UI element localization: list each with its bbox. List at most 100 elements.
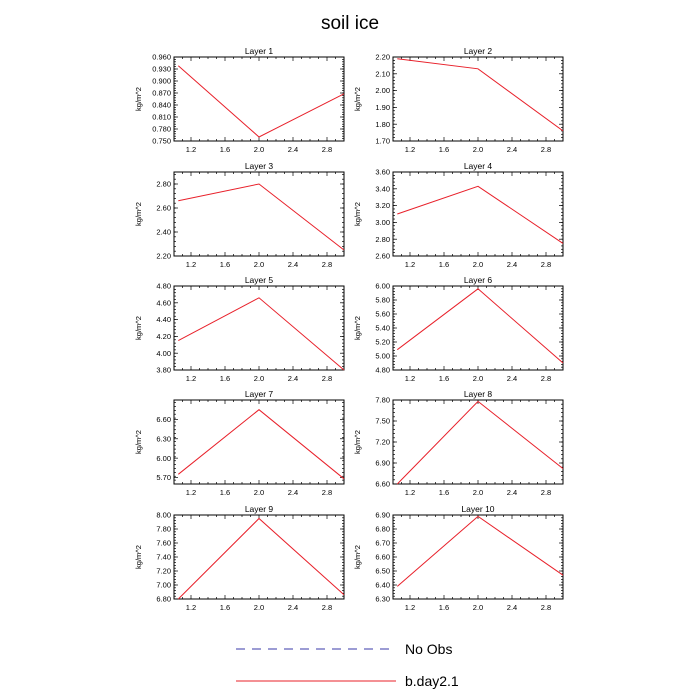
y-tick-label: 1.90 [375,103,390,112]
y-tick-label: 2.60 [375,252,390,261]
series-line-b-day2-1 [177,517,345,600]
y-tick-label: 2.80 [156,180,171,189]
x-tick-label: 1.2 [405,603,415,612]
y-tick-label: 0.930 [152,65,171,74]
y-tick-label: 7.40 [156,553,171,562]
y-tick-label: 7.20 [156,567,171,576]
x-tick-label: 2.8 [541,145,551,154]
y-tick-label: 6.90 [375,511,390,520]
y-tick-label: 5.00 [375,352,390,361]
panel-title: Layer 1 [245,46,274,56]
y-tick-label: 2.20 [375,53,390,62]
x-tick-label: 1.6 [439,488,449,497]
y-tick-label: 7.80 [375,396,390,405]
panel-frame [173,399,345,485]
y-tick-label: 6.40 [375,581,390,590]
series-line-b-day2-1 [178,297,345,371]
panel-title: Layer 9 [245,504,274,514]
y-tick-label: 7.00 [156,581,171,590]
legend-label-b-day2-1: b.day2.1 [405,673,459,689]
y-tick-label: 5.60 [375,310,390,319]
x-tick-label: 2.8 [322,145,332,154]
y-tick-label: 4.80 [156,282,171,291]
y-tick-label: 5.20 [375,338,390,347]
y-tick-label: 5.80 [375,296,390,305]
x-tick-label: 2.8 [541,374,551,383]
x-tick-label: 1.6 [220,374,230,383]
y-axis-label: kg/m^2 [134,87,143,111]
x-tick-label: 1.2 [405,488,415,497]
y-axis-label: kg/m^2 [353,430,362,454]
x-tick-label: 2.0 [473,603,483,612]
x-tick-label: 1.6 [439,260,449,269]
x-tick-label: 2.8 [541,260,551,269]
x-tick-label: 2.4 [288,603,298,612]
series-line-b-day2-1 [396,400,564,485]
y-tick-label: 6.50 [375,567,390,576]
x-tick-label: 2.0 [473,488,483,497]
x-tick-label: 2.4 [507,260,517,269]
x-tick-label: 1.2 [186,488,196,497]
x-tick-label: 1.2 [186,603,196,612]
x-tick-label: 1.2 [405,260,415,269]
x-tick-label: 1.6 [220,488,230,497]
panel-layer-8: Layer 8 kg/m^2 1.2 1.6 2.0 2.4 2.8 6.60 6.90 7.20… [353,389,564,497]
x-tick-label: 2.0 [254,145,264,154]
series-line-b-day2-1 [177,409,345,480]
y-tick-label: 7.20 [375,438,390,447]
y-tick-label: 6.70 [375,539,390,548]
y-tick-label: 2.60 [156,204,171,213]
x-tick-label: 1.6 [220,260,230,269]
y-tick-label: 6.30 [156,434,171,443]
y-tick-label: 0.870 [152,89,171,98]
series-line-b-day2-1 [397,185,564,244]
x-tick-label: 2.0 [473,260,483,269]
panel-layer-7: Layer 7 kg/m^2 1.2 1.6 2.0 2.4 2.8 5.70 6.00 6.30… [134,389,345,497]
panel-frame [173,56,345,142]
x-tick-label: 1.6 [439,145,449,154]
panels-grid: Layer 1 kg/m^2 1.2 1.6 2.0 2.4 2.8 0.750 0.780 0.… [134,46,564,612]
y-axis-label: kg/m^2 [134,316,143,340]
x-tick-label: 2.0 [254,374,264,383]
x-tick-label: 1.2 [186,145,196,154]
y-tick-label: 4.40 [156,315,171,324]
y-tick-label: 6.60 [375,553,390,562]
panel-title: Layer 7 [245,389,274,399]
y-axis-label: kg/m^2 [353,545,362,569]
y-tick-label: 0.780 [152,125,171,134]
legend: No Obs b.day2.1 [236,641,459,689]
y-tick-label: 2.80 [375,235,390,244]
panel-layer-1: Layer 1 kg/m^2 1.2 1.6 2.0 2.4 2.8 0.750 0.780 0.… [134,46,345,154]
x-tick-label: 2.4 [507,488,517,497]
y-axis-label: kg/m^2 [134,545,143,569]
panel-title: Layer 5 [245,275,274,285]
x-tick-label: 2.4 [288,488,298,497]
y-tick-label: 8.00 [156,511,171,520]
x-tick-label: 2.4 [288,260,298,269]
panel-title: Layer 6 [464,275,493,285]
panel-title: Layer 3 [245,161,274,171]
x-tick-label: 2.0 [473,145,483,154]
y-tick-label: 2.40 [156,228,171,237]
y-tick-label: 6.60 [156,415,171,424]
y-tick-label: 1.80 [375,120,390,129]
y-tick-label: 7.50 [375,417,390,426]
y-tick-label: 3.40 [375,184,390,193]
y-tick-label: 6.00 [156,454,171,463]
y-axis-label: kg/m^2 [134,202,143,226]
x-tick-label: 2.0 [473,374,483,383]
x-tick-label: 2.4 [288,374,298,383]
legend-label-no-obs: No Obs [405,641,452,657]
y-tick-label: 6.00 [375,282,390,291]
x-tick-label: 2.8 [322,603,332,612]
y-tick-label: 6.30 [375,595,390,604]
y-tick-label: 0.900 [152,77,171,86]
panel-title: Layer 4 [464,161,493,171]
y-tick-label: 4.00 [156,349,171,358]
x-tick-label: 2.0 [254,603,264,612]
panel-layer-6: Layer 6 kg/m^2 1.2 1.6 2.0 2.4 2.8 4.80 5.00 5.20… [353,275,564,383]
x-tick-label: 1.2 [186,374,196,383]
y-axis-label: kg/m^2 [353,87,362,111]
panel-frame [392,56,564,142]
x-tick-label: 2.8 [322,374,332,383]
